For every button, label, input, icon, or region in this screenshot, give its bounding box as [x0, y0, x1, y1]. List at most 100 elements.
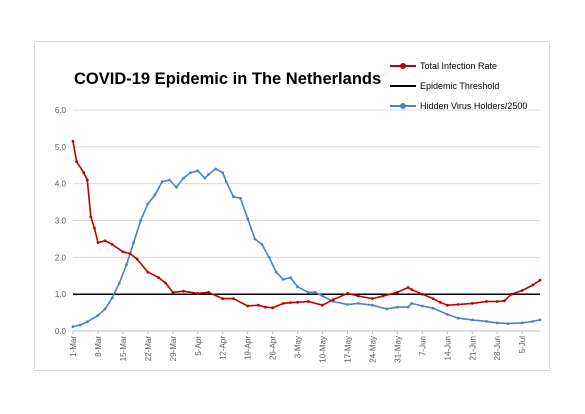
data-point-0 — [406, 286, 410, 289]
data-point-2 — [71, 325, 75, 328]
y-tick-label: 2.0 — [55, 253, 67, 262]
legend-label-total-infection-rate: Total Infection Rate — [420, 61, 498, 71]
legend: Total Infection Rate Epidemic Threshold … — [390, 56, 550, 116]
data-point-0 — [232, 297, 235, 300]
data-point-2 — [538, 318, 542, 322]
x-axis-tick-labels: 1-Mar 8-Mar 15-Mar 22-Mar 29-Mar 5-Apr 12-Apr 1… — [69, 331, 527, 363]
legend-swatch-epidemic-threshold — [390, 81, 416, 91]
data-point-2 — [385, 307, 389, 311]
y-tick-label: 0.0 — [55, 327, 67, 336]
legend-item-epidemic-threshold: Epidemic Threshold — [390, 76, 550, 96]
legend-label-epidemic-threshold: Epidemic Threshold — [420, 81, 500, 91]
data-point-2 — [396, 305, 399, 309]
data-point-2 — [125, 263, 128, 267]
data-point-2 — [421, 304, 424, 308]
x-tick-label: 7-Jun — [418, 336, 427, 356]
data-point-2 — [267, 255, 271, 259]
data-point-0 — [75, 160, 78, 164]
data-point-2 — [196, 169, 200, 173]
data-point-0 — [346, 292, 349, 295]
x-tick-label: 24-May — [368, 336, 377, 363]
data-point-0 — [135, 257, 139, 261]
legend-swatch-hidden-virus-holders — [390, 101, 416, 111]
x-tick-label: 17-May — [343, 336, 352, 363]
data-point-2 — [239, 197, 242, 200]
data-point-2 — [224, 180, 228, 184]
data-point-0 — [438, 300, 442, 304]
x-tick-label: 12-Apr — [219, 336, 228, 360]
x-tick-label: 1-Mar — [69, 336, 78, 357]
data-point-0 — [146, 270, 150, 274]
gridlines — [73, 109, 540, 332]
data-point-2 — [371, 303, 374, 307]
data-point-0 — [520, 289, 524, 292]
x-tick-label: 29-Mar — [169, 336, 178, 362]
data-point-2 — [470, 318, 474, 322]
data-point-0 — [82, 171, 86, 175]
data-point-0 — [503, 299, 506, 303]
data-point-2 — [160, 180, 164, 184]
data-point-2 — [406, 305, 410, 309]
data-point-2 — [520, 321, 524, 325]
data-point-0 — [164, 281, 168, 285]
data-point-2 — [132, 241, 136, 245]
data-point-0 — [121, 250, 125, 254]
data-point-2 — [167, 178, 171, 182]
data-point-0 — [485, 300, 488, 303]
data-point-0 — [157, 276, 161, 279]
data-point-2 — [203, 176, 207, 180]
data-point-0 — [207, 290, 210, 294]
data-point-0 — [93, 226, 96, 230]
x-tick-label: 8-Mar — [94, 336, 103, 357]
x-tick-label: 10-May — [319, 336, 328, 363]
data-point-2 — [214, 167, 218, 171]
data-point-0 — [221, 297, 225, 300]
data-point-2 — [103, 307, 107, 311]
y-tick-label: 4.0 — [55, 180, 67, 189]
legend-label-hidden-virus-holders: Hidden Virus Holders/2500 — [420, 101, 528, 111]
data-point-0 — [246, 304, 250, 308]
data-point-2 — [117, 281, 121, 285]
legend-item-total-infection-rate: Total Infection Rate — [390, 56, 550, 76]
x-tick-label: 26-Apr — [269, 336, 278, 360]
data-point-2 — [485, 320, 488, 323]
data-point-2 — [182, 176, 185, 180]
x-tick-label: 22-Mar — [144, 336, 153, 362]
data-point-2 — [410, 302, 414, 305]
x-tick-label: 5-Apr — [194, 336, 203, 356]
data-point-2 — [78, 323, 82, 327]
data-point-2 — [146, 202, 150, 206]
data-point-2 — [96, 314, 100, 317]
data-point-0 — [289, 301, 292, 304]
x-tick-label: 3-May — [294, 336, 303, 358]
data-point-2 — [445, 313, 449, 316]
data-point-2 — [110, 296, 114, 300]
data-point-0 — [396, 290, 399, 294]
data-point-0 — [296, 300, 299, 304]
data-point-0 — [281, 302, 285, 305]
y-tick-label: 5.0 — [55, 143, 67, 152]
data-point-0 — [371, 297, 374, 300]
data-point-2 — [289, 276, 292, 279]
chart-frame — [34, 41, 550, 371]
data-point-0 — [196, 292, 200, 295]
x-tick-label: 5-Jul — [518, 336, 527, 354]
x-tick-label: 21-Jun — [468, 336, 477, 360]
y-axis-tick-labels: 0.0 1.0 2.0 3.0 4.0 5.0 6.0 — [55, 106, 67, 336]
data-point-2 — [221, 171, 225, 175]
data-point-0 — [182, 289, 185, 293]
x-tick-label: 28-Jun — [493, 336, 502, 360]
x-tick-label: 14-Jun — [443, 336, 452, 360]
data-point-0 — [531, 283, 535, 287]
data-point-2 — [260, 243, 264, 246]
data-point-2 — [153, 193, 157, 197]
y-tick-label: 1.0 — [55, 290, 67, 299]
x-tick-label: 19-Apr — [244, 336, 253, 360]
y-tick-label: 3.0 — [55, 217, 67, 226]
data-point-2 — [139, 219, 143, 222]
data-point-2 — [314, 290, 317, 294]
data-point-2 — [346, 303, 349, 306]
data-point-0 — [271, 306, 274, 310]
data-point-2 — [85, 320, 89, 324]
data-point-0 — [538, 278, 542, 282]
